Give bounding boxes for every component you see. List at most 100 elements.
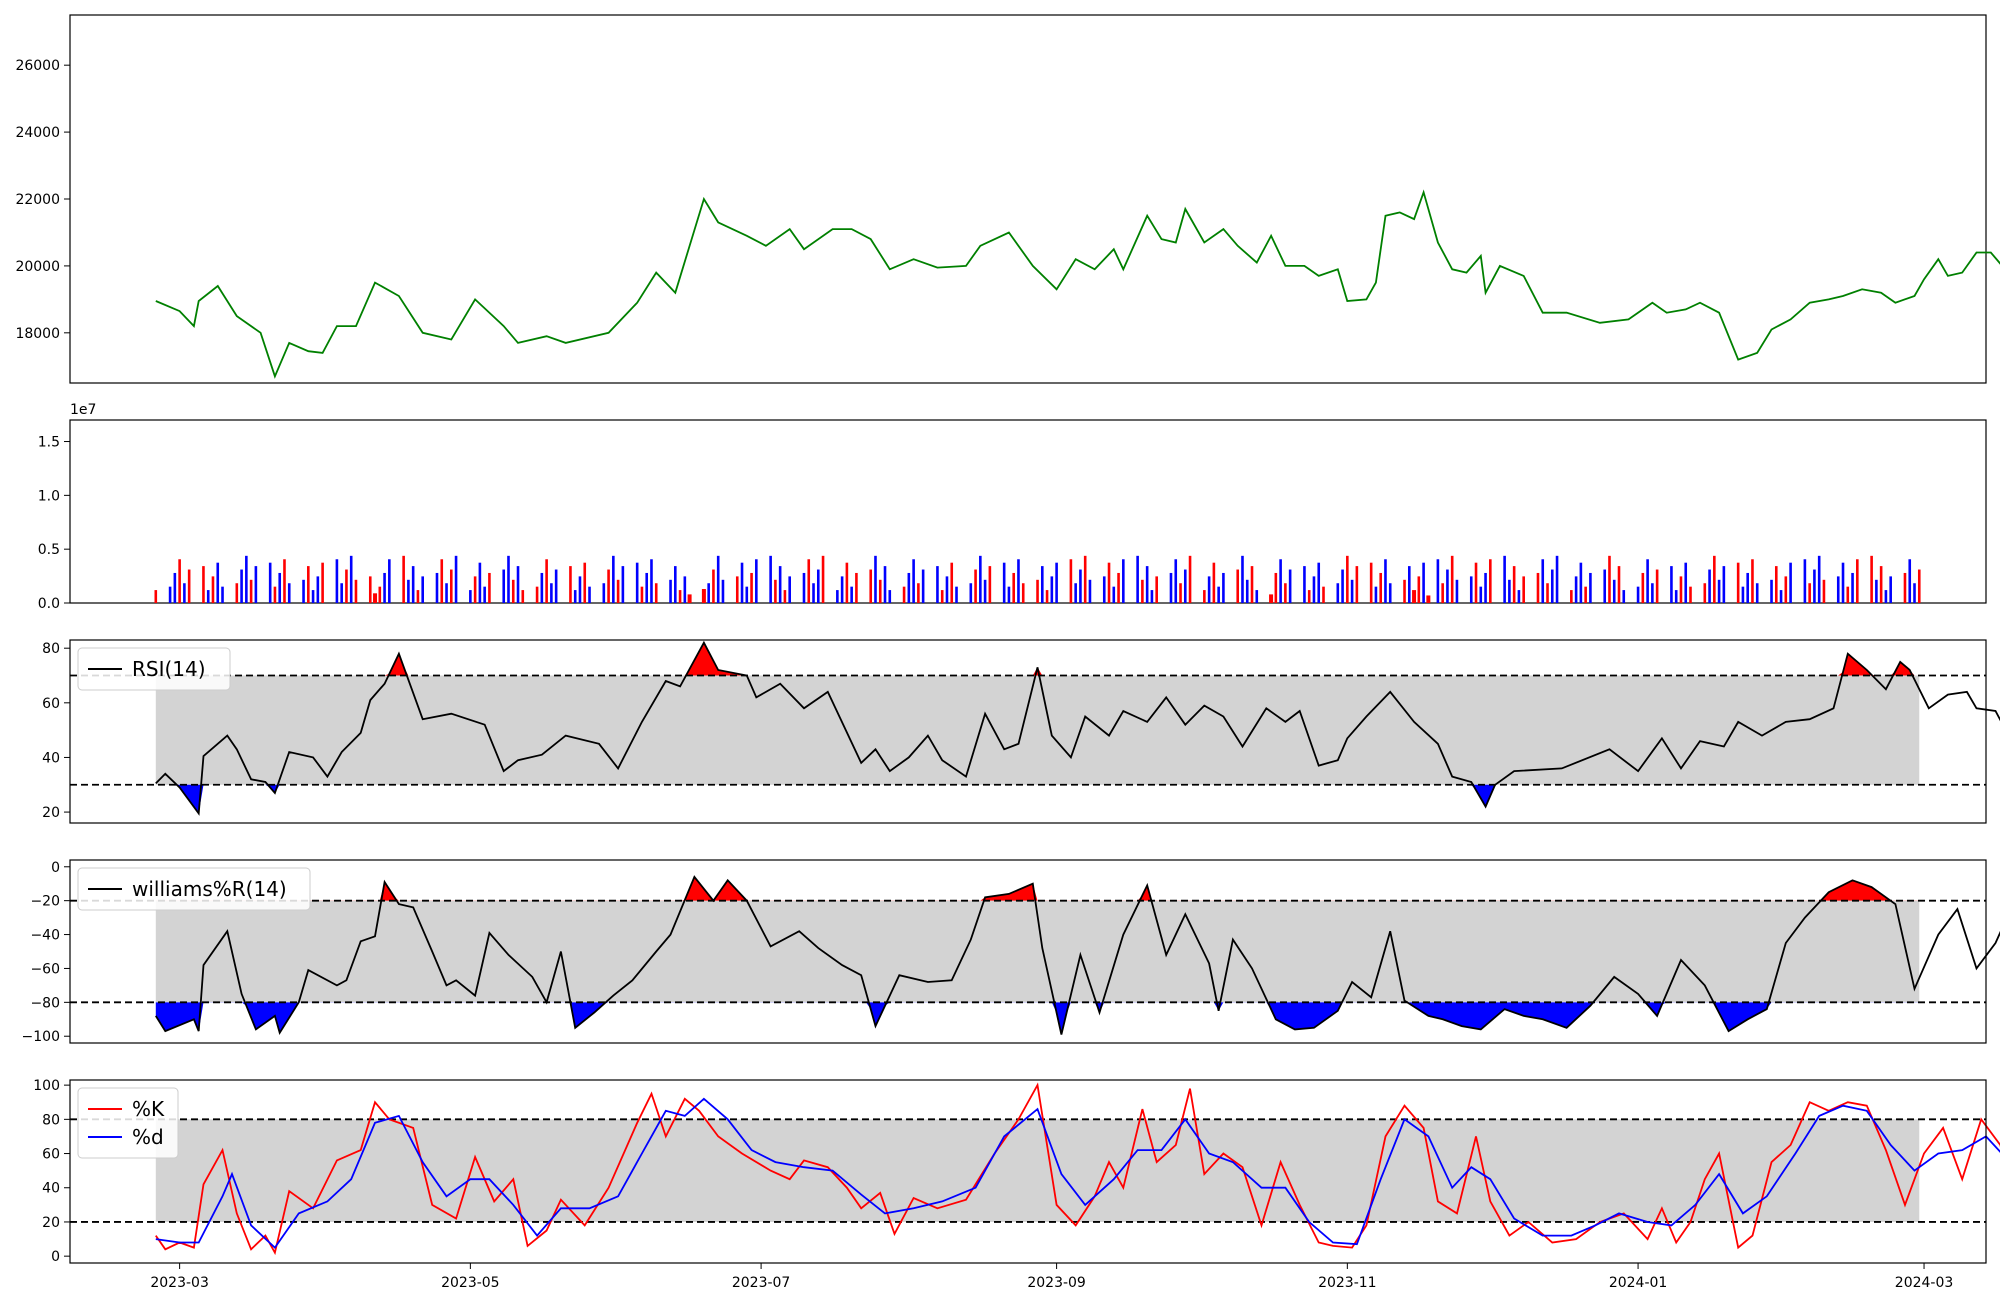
volume-bar	[1822, 579, 1826, 603]
volume-bar	[1651, 583, 1654, 603]
volume-bar	[650, 559, 653, 603]
stochastic-ytick-label: 40	[42, 1181, 60, 1197]
volume-bar	[1808, 583, 1811, 603]
volume-bar	[1617, 566, 1621, 603]
volume-bar	[302, 579, 305, 603]
stochastic-legend-label: %K	[132, 1097, 165, 1121]
volume-bar	[735, 576, 739, 603]
volume-bar	[635, 562, 639, 603]
volume-bar	[1436, 559, 1440, 603]
volume-bar	[1307, 590, 1311, 603]
volume-bar	[850, 586, 853, 603]
volume-bar	[1274, 572, 1278, 603]
volume-bar	[1179, 583, 1182, 603]
volume-bar	[1875, 579, 1878, 603]
volume-bar	[1346, 555, 1349, 603]
volume-bar	[1546, 583, 1549, 603]
volume-bar	[1150, 590, 1154, 603]
volume-bar	[907, 572, 911, 603]
volume-bar	[588, 586, 591, 603]
volume-bar	[669, 579, 672, 603]
volume-bar	[1512, 566, 1516, 603]
volume-bar	[1036, 579, 1039, 603]
volume-bar	[1174, 559, 1178, 603]
volume-bar	[1241, 555, 1244, 603]
volume-bar	[307, 566, 310, 603]
volume-bar	[1426, 595, 1431, 603]
volume-bar	[883, 566, 887, 603]
volume-bar	[1784, 576, 1788, 603]
rsi-legend-label: RSI(14)	[132, 657, 206, 681]
volume-bar	[1636, 586, 1640, 603]
volume-bar	[383, 572, 386, 603]
volume-bar	[812, 583, 815, 603]
volume-bar	[1917, 569, 1921, 603]
williams-ytick-label: −40	[30, 928, 60, 944]
volume-bar	[1879, 566, 1883, 603]
volume-bar	[683, 576, 687, 603]
volume-bar	[1684, 562, 1688, 603]
volume-bar	[540, 572, 544, 603]
volume-bar	[878, 579, 882, 603]
rsi-band-fill	[155, 675, 1920, 785]
volume-bar	[483, 586, 486, 603]
volume-bar	[855, 572, 858, 603]
volume-bar	[1746, 572, 1749, 603]
volume-bar	[1336, 583, 1340, 603]
volume-bar	[550, 583, 553, 603]
volume-bar	[345, 569, 348, 603]
williams-legend-box	[77, 867, 311, 911]
volume-bar	[1870, 555, 1873, 603]
volume-bar	[1589, 572, 1592, 603]
volume-bar	[449, 569, 453, 603]
price-ytick-label: 20000	[15, 259, 60, 275]
volume-bar	[1017, 559, 1020, 603]
volume-bar	[469, 590, 472, 603]
volume-bar	[1584, 586, 1587, 603]
volume-bar	[502, 569, 506, 603]
volume-bar	[268, 562, 272, 603]
volume-bar	[816, 569, 820, 603]
volume-bar	[712, 569, 715, 603]
volume-bar	[1913, 583, 1916, 603]
volume-bar	[1207, 576, 1211, 603]
volume-ytick-label: 0.0	[38, 596, 60, 612]
stochastic-legend-label: %d	[132, 1125, 164, 1149]
volume-bar	[245, 555, 248, 603]
rsi-ytick-label: 60	[42, 696, 60, 712]
volume-bar	[1856, 559, 1859, 603]
volume-bar	[1550, 569, 1554, 603]
volume-bar	[621, 566, 625, 603]
volume-bar	[1517, 590, 1521, 603]
volume-bar	[187, 569, 191, 603]
stochastic-frame	[69, 1079, 1987, 1264]
volume-bar	[654, 583, 658, 603]
volume-bar	[554, 569, 558, 603]
volume-bar	[1374, 586, 1378, 603]
volume-bar	[1040, 566, 1044, 603]
rsi-line	[155, 640, 2000, 816]
volume-bar	[535, 586, 539, 603]
williams-legend: williams%R(14)	[77, 867, 311, 911]
volume-bar	[1379, 572, 1382, 603]
volume-bar	[945, 576, 949, 603]
stochastic-ytick-label: 100	[33, 1078, 60, 1094]
volume-bar	[178, 559, 181, 603]
volume-bar	[516, 566, 520, 603]
volume-bar	[1646, 559, 1649, 603]
volume-bar	[340, 583, 343, 603]
volume-bar	[745, 586, 749, 603]
volume-bar	[1841, 562, 1845, 603]
volume-bar	[1288, 569, 1292, 603]
volume-ytick-label: 1.0	[38, 488, 60, 504]
volume-bar	[1803, 559, 1807, 603]
volume-bar	[1222, 572, 1225, 603]
volume-bar	[521, 590, 525, 603]
volume-bar	[1522, 576, 1525, 603]
volume-bar	[607, 569, 610, 603]
x-tick-label: 2024-01	[1609, 1275, 1668, 1291]
volume-bar	[755, 559, 758, 603]
volume-bar	[645, 572, 649, 603]
